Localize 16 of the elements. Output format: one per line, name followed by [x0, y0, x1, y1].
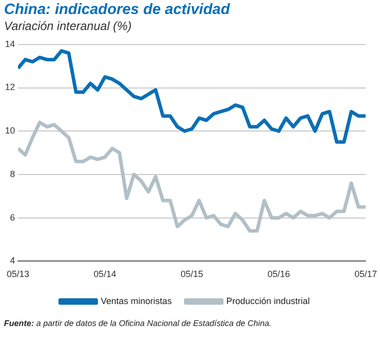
- y-tick-label: 12: [4, 82, 16, 92]
- x-tick-label: 05/15: [180, 269, 204, 280]
- y-tick-label: 8: [10, 168, 16, 179]
- x-tick-label: 05/17: [354, 269, 378, 280]
- chart-subtitle: Variación interanual (%): [4, 19, 132, 33]
- source-note: Fuente: a partir de datos de la Oficina Nacional de Estadística de China.: [4, 318, 272, 328]
- y-tick-label: 14: [4, 38, 16, 49]
- x-tick-label: 05/16: [268, 269, 290, 280]
- x-tick-label: 05/14: [94, 269, 116, 280]
- y-tick-label: 6: [10, 212, 16, 222]
- chart-title: China: indicadores de actividad: [4, 1, 230, 18]
- legend-label: Ventas minoristas: [100, 296, 172, 306]
- x-tick-label: 05/13: [6, 269, 30, 280]
- y-tick-label: 4: [10, 256, 16, 266]
- y-tick-label: 10: [4, 126, 16, 136]
- legend-label: Producción industrial: [226, 296, 310, 306]
